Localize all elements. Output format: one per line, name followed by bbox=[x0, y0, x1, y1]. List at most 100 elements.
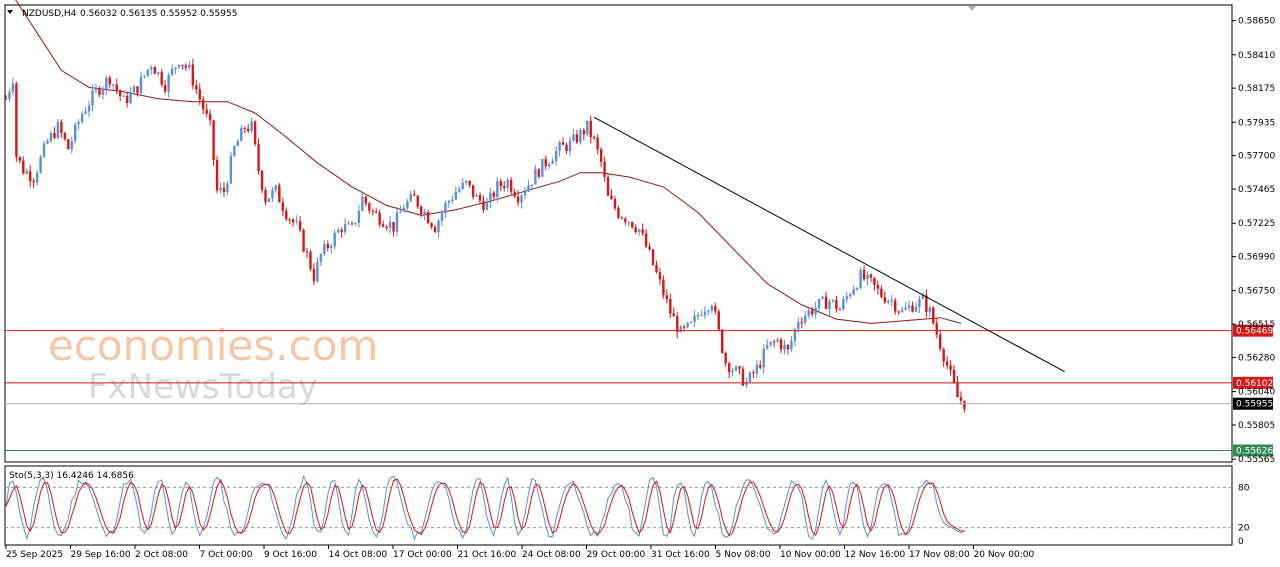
candle-body bbox=[433, 227, 437, 233]
candle-body bbox=[98, 88, 101, 95]
x-tick-label: 31 Oct 16:00 bbox=[651, 550, 710, 560]
candle-body bbox=[336, 229, 340, 233]
candle-body bbox=[333, 232, 336, 247]
candle-body bbox=[150, 67, 153, 70]
candle-body bbox=[136, 86, 139, 94]
candle-body bbox=[541, 159, 544, 177]
candle-body bbox=[236, 141, 240, 147]
y-tick-label: 0.58650 bbox=[1238, 17, 1275, 27]
stochastic-signal-line bbox=[5, 478, 965, 537]
candle-body bbox=[49, 132, 53, 141]
stochastic-plot-frame[interactable] bbox=[4, 465, 1233, 546]
candle-body bbox=[921, 295, 925, 299]
candle-body bbox=[240, 127, 243, 142]
x-tick-label: 17 Nov 08:00 bbox=[909, 550, 970, 560]
candle-body bbox=[914, 306, 918, 312]
candle-body bbox=[894, 300, 897, 312]
candle-body bbox=[855, 287, 859, 290]
candle-body bbox=[471, 185, 475, 197]
candle-body bbox=[631, 221, 634, 228]
candle-body bbox=[579, 130, 582, 143]
y-tick-label: 0.57700 bbox=[1238, 152, 1275, 162]
candle-body bbox=[39, 156, 42, 173]
candle-body bbox=[672, 313, 675, 317]
candle-body bbox=[430, 223, 433, 228]
candle-body bbox=[651, 249, 655, 265]
candle-body bbox=[461, 182, 464, 189]
candle-body bbox=[911, 305, 914, 312]
candle-body bbox=[904, 307, 907, 310]
candle-body bbox=[146, 69, 150, 76]
candle-body bbox=[907, 305, 911, 308]
candle-body bbox=[29, 171, 32, 182]
candle-body bbox=[797, 322, 800, 330]
candle-body bbox=[260, 171, 264, 191]
price-tag bbox=[1233, 376, 1273, 389]
candle-body bbox=[347, 223, 350, 225]
candle-body bbox=[60, 121, 63, 133]
candle-body bbox=[375, 211, 378, 213]
candle-body bbox=[378, 212, 381, 225]
candle-body bbox=[395, 212, 399, 232]
candle-body bbox=[676, 316, 679, 332]
y-tick-label: 0.56280 bbox=[1238, 354, 1275, 364]
x-tick-label: 7 Oct 00:00 bbox=[200, 550, 253, 560]
candle-body bbox=[862, 269, 866, 280]
scroll-marker-icon[interactable] bbox=[968, 6, 976, 11]
candle-body bbox=[506, 179, 509, 188]
candle-body bbox=[426, 212, 430, 224]
candle-body bbox=[298, 221, 302, 230]
candle-body bbox=[548, 163, 551, 167]
y-tick-label: 0.55805 bbox=[1238, 421, 1275, 431]
candle-body bbox=[115, 84, 118, 91]
trendline[interactable] bbox=[593, 116, 1065, 373]
y-tick-label: 0.57225 bbox=[1238, 219, 1275, 229]
candle-body bbox=[679, 326, 682, 332]
candle-body bbox=[354, 222, 357, 225]
candle-body bbox=[772, 341, 776, 343]
candle-body bbox=[606, 176, 610, 196]
candle-body bbox=[392, 221, 395, 232]
candle-body bbox=[821, 296, 824, 299]
candle-body bbox=[503, 186, 506, 188]
candle-body bbox=[160, 72, 163, 85]
candle-body bbox=[537, 169, 541, 177]
candle-body bbox=[46, 140, 49, 144]
candle-body bbox=[18, 156, 22, 161]
stochastic-y-label: 80 bbox=[1238, 483, 1250, 493]
candle-body bbox=[170, 68, 174, 75]
candle-body bbox=[402, 208, 406, 212]
collapse-triangle-icon[interactable] bbox=[7, 10, 13, 14]
candle-body bbox=[935, 323, 938, 335]
candle-body bbox=[804, 315, 807, 323]
candle-body bbox=[814, 307, 817, 315]
candle-body bbox=[423, 212, 426, 215]
candle-body bbox=[4, 98, 8, 100]
candle-body bbox=[323, 243, 326, 254]
candle-body bbox=[534, 169, 537, 185]
candle-body bbox=[724, 352, 727, 364]
price-tag-label: 0.55955 bbox=[1236, 400, 1273, 410]
candle-body bbox=[32, 181, 35, 183]
candle-body bbox=[810, 310, 814, 315]
candle-body bbox=[838, 309, 842, 311]
candle-body bbox=[721, 329, 724, 353]
candle-body bbox=[167, 74, 170, 92]
candle-body bbox=[707, 310, 710, 312]
symbol-header: NZDUSD,H4 bbox=[22, 9, 77, 19]
y-tick-label: 0.58175 bbox=[1238, 84, 1275, 94]
candle-body bbox=[689, 321, 693, 323]
candle-body bbox=[887, 300, 890, 303]
candle-body bbox=[413, 194, 416, 196]
main-plot-frame[interactable] bbox=[4, 4, 1233, 463]
candle-body bbox=[755, 365, 759, 374]
candle-body bbox=[112, 84, 115, 86]
candle-body bbox=[644, 233, 648, 247]
candle-body bbox=[831, 299, 835, 302]
candle-body bbox=[312, 269, 316, 282]
price-tag-label: 0.55626 bbox=[1236, 446, 1273, 456]
candle-body bbox=[437, 220, 440, 233]
stochastic-y-label: 0 bbox=[1238, 537, 1244, 547]
